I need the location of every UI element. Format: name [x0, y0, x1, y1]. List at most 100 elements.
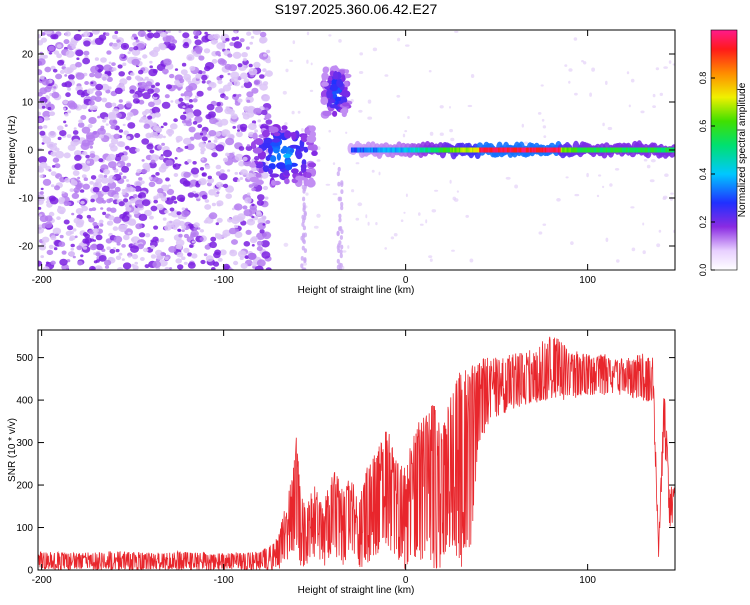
noise-mark — [215, 233, 219, 236]
noise-mark — [135, 199, 144, 208]
noise-mark — [127, 122, 136, 129]
noise-mark — [57, 59, 65, 66]
noise-mark — [140, 257, 145, 261]
burst-mark — [311, 150, 318, 156]
noise-mark — [197, 124, 203, 129]
noise-mark — [245, 145, 253, 151]
snr-marks — [38, 336, 675, 570]
tone-line-mark — [633, 147, 636, 153]
tone-line-mark — [423, 147, 426, 153]
noise-mark — [187, 252, 193, 257]
noise-mark — [236, 131, 243, 138]
noise-mark — [336, 258, 340, 264]
noise-mark — [98, 174, 104, 179]
noise-mark — [77, 260, 83, 266]
tone-line-mark — [489, 147, 492, 153]
noise-mark — [99, 93, 102, 96]
noise-mark — [143, 123, 150, 129]
noise-mark — [206, 103, 215, 111]
noise-mark — [209, 241, 218, 249]
tone-line-mark — [592, 147, 595, 153]
figure-title: S197.2025.360.06.42.E27 — [275, 1, 438, 17]
noise-mark — [642, 222, 645, 226]
tone-line-mark — [381, 147, 384, 153]
noise-mark — [83, 31, 91, 37]
noise-mark — [222, 157, 229, 162]
noise-mark — [214, 131, 222, 137]
noise-mark — [240, 126, 247, 132]
noise-mark — [111, 102, 117, 107]
noise-mark — [104, 259, 112, 266]
noise-mark — [204, 199, 210, 203]
noise-mark — [63, 152, 71, 159]
noise-mark — [301, 128, 304, 132]
noise-mark — [49, 197, 59, 205]
noise-mark — [126, 111, 134, 118]
tone-line-mark — [658, 147, 661, 153]
noise-mark — [76, 200, 80, 203]
colorbar-tick-label: 0.8 — [698, 72, 708, 85]
noise-mark — [359, 52, 364, 56]
noise-mark — [136, 43, 145, 51]
noise-mark — [204, 204, 212, 210]
noise-mark — [149, 65, 153, 69]
noise-mark — [38, 34, 42, 39]
noise-mark — [153, 98, 162, 106]
tone-line-mark — [371, 147, 374, 153]
noise-mark — [297, 110, 301, 114]
noise-mark — [113, 216, 122, 224]
noise-mark — [211, 152, 218, 158]
noise-mark — [190, 167, 200, 175]
noise-mark — [68, 102, 78, 110]
tone-line-mark — [404, 147, 407, 153]
noise-mark — [122, 175, 127, 179]
tone-line-mark — [499, 147, 502, 153]
noise-mark — [234, 231, 243, 238]
noise-mark — [180, 114, 187, 121]
noise-mark — [265, 267, 272, 270]
tone-line-mark — [479, 147, 482, 153]
noise-mark — [88, 117, 97, 124]
noise-mark — [183, 137, 192, 145]
tone-line-mark — [422, 147, 425, 153]
tone-line-mark — [388, 147, 391, 153]
noise-mark — [153, 225, 159, 230]
noise-mark — [58, 196, 66, 203]
noise-mark — [663, 66, 668, 69]
noise-mark — [38, 69, 43, 76]
noise-mark — [110, 145, 118, 152]
tone-line-mark — [515, 147, 518, 153]
burst-mark — [332, 110, 338, 117]
tone-line-mark — [482, 147, 485, 153]
noise-mark — [338, 213, 342, 219]
tone-line-mark — [667, 147, 669, 153]
burst-mark — [252, 132, 258, 140]
noise-mark — [90, 81, 94, 85]
noise-mark — [52, 165, 56, 168]
tone-line-mark — [546, 147, 549, 153]
noise-mark — [159, 259, 168, 267]
noise-mark — [118, 129, 124, 133]
tone-line-mark — [573, 147, 576, 153]
tone-line-mark — [578, 147, 581, 153]
noise-mark — [135, 223, 143, 230]
spectrogram-y-ticks: -20 -10 0 10 20 — [19, 50, 675, 253]
noise-mark — [574, 193, 580, 197]
tone-line-mark — [384, 147, 387, 153]
tone-line-mark — [505, 147, 508, 153]
noise-mark — [92, 221, 98, 227]
noise-mark — [598, 174, 602, 177]
noise-mark — [253, 123, 257, 127]
noise-mark — [165, 177, 170, 182]
noise-mark — [505, 176, 511, 180]
y-tick-label: 400 — [16, 396, 33, 407]
noise-mark — [337, 166, 341, 172]
noise-mark — [39, 87, 48, 95]
noise-mark — [248, 122, 257, 131]
noise-mark — [172, 219, 181, 226]
burst-mark — [282, 145, 288, 153]
noise-mark — [305, 192, 309, 196]
noise-mark — [121, 244, 126, 248]
tone-line-mark — [394, 147, 397, 153]
noise-mark — [63, 120, 67, 124]
